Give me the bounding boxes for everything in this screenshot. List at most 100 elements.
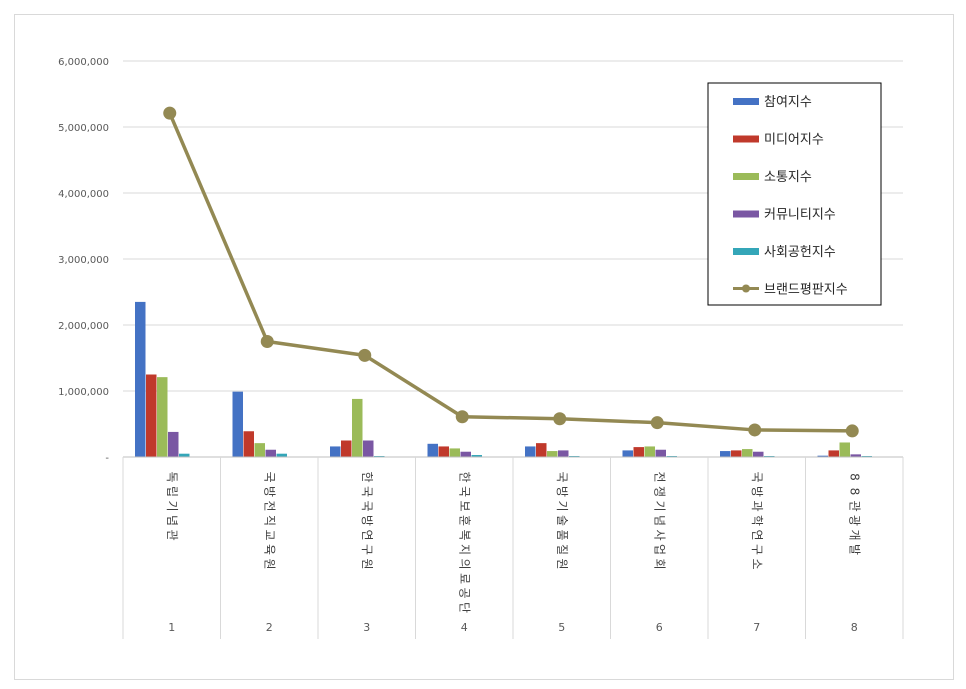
category-name-char: 원: [262, 558, 276, 569]
category-name-char: 국: [555, 471, 569, 482]
y-tick-label: 2,000,000: [58, 321, 109, 332]
y-tick-label: 6,000,000: [58, 57, 109, 68]
bar-참여지수-8: [817, 455, 828, 457]
category-name-char: 구: [360, 544, 374, 555]
point-브랜드평판지수-4: [455, 410, 469, 424]
bar-소통지수-7: [742, 449, 753, 457]
y-tick-label: 4,000,000: [58, 189, 109, 200]
category-name-char: 술: [555, 515, 569, 526]
category-name-char: 8: [847, 488, 861, 496]
x-tick-label: 7: [753, 621, 760, 634]
category-name-char: 질: [555, 544, 569, 555]
category-name-char: 공: [457, 587, 471, 598]
category-name-char: 쟁: [652, 486, 666, 497]
category-name-char: 육: [262, 544, 276, 555]
bar-소통지수-5: [547, 451, 558, 457]
category-name-char: 방: [750, 486, 764, 497]
bar-소통지수-3: [352, 398, 363, 457]
point-브랜드평판지수-7: [748, 423, 762, 437]
category-name-char: 국: [360, 500, 374, 511]
category-name-char: 개: [847, 529, 861, 540]
category-name-char: 구: [750, 544, 764, 555]
y-tick-label: 1,000,000: [58, 387, 109, 398]
bar-커뮤니티지수-3: [363, 440, 374, 457]
bar-참여지수-1: [135, 301, 146, 457]
category-name-char: 국: [457, 486, 471, 497]
legend-swatch: [733, 98, 759, 105]
category-name-char: 과: [750, 500, 764, 511]
category-name-char: 료: [457, 573, 471, 584]
category-name-char: 전: [652, 471, 666, 482]
category-name-char: 국: [750, 471, 764, 482]
x-tick-label: 1: [168, 621, 175, 634]
category-name-char: 관: [847, 500, 861, 511]
chart-frame: - 1,000,000 2,000,000 3,000,000 4,000,000 5,0…: [14, 14, 954, 680]
category-name-char: 교: [262, 529, 276, 540]
bar-커뮤니티지수-2: [265, 449, 276, 457]
bar-참여지수-2: [232, 391, 243, 457]
category-name-char: 훈: [457, 515, 471, 526]
bar-사회공헌지수-1: [179, 453, 190, 457]
legend-swatch: [733, 135, 759, 143]
bar-참여지수-3: [330, 446, 341, 457]
point-브랜드평판지수-8: [845, 424, 859, 438]
bar-미디어지수-5: [536, 443, 547, 457]
legend-swatch: [733, 248, 759, 255]
x-tick-label: 6: [656, 621, 663, 634]
y-tick-label: -: [105, 453, 109, 464]
x-tick-label: 5: [558, 621, 565, 634]
category-name-char: 발: [847, 544, 861, 555]
category-name-char: 기: [652, 500, 666, 511]
bar-소통지수-6: [644, 446, 655, 457]
category-name-char: 방: [360, 515, 374, 526]
category-name-char: 8: [847, 473, 861, 481]
bar-사회공헌지수-4: [471, 455, 482, 457]
bar-소통지수-1: [157, 377, 168, 457]
legend-swatch-marker: [742, 284, 750, 293]
category-name-char: 지: [457, 544, 471, 555]
category-name-char: 원: [360, 558, 374, 569]
legend-entry: 미디어지수: [764, 133, 824, 148]
bar-참여지수-6: [622, 450, 633, 457]
bar-커뮤니티지수-4: [460, 451, 471, 457]
bar-미디어지수-4: [438, 446, 449, 457]
brand-reputation-chart: - 1,000,000 2,000,000 3,000,000 4,000,000 5,0…: [58, 57, 904, 639]
category-name-char: 업: [652, 544, 666, 555]
bar-미디어지수-3: [341, 440, 352, 457]
category-name-char: 단: [457, 602, 471, 613]
category-name-char: 소: [750, 558, 764, 569]
bar-커뮤니티지수-7: [753, 451, 764, 457]
point-브랜드평판지수-1: [163, 106, 177, 120]
bar-커뮤니티지수-8: [850, 454, 861, 457]
bar-소통지수-2: [254, 443, 265, 457]
x-tick-label: 4: [461, 621, 468, 634]
point-브랜드평판지수-2: [260, 335, 274, 348]
legend-entry: 커뮤니티지수: [764, 208, 836, 223]
legend-swatch: [733, 173, 759, 180]
category-name-char: 원: [555, 558, 569, 569]
bar-참여지수-5: [525, 446, 536, 457]
bar-소통지수-8: [839, 442, 850, 457]
category-name-char: 의: [457, 558, 471, 569]
legend-entry: 브랜드평판지수: [764, 283, 848, 298]
category-name-char: 국: [360, 486, 374, 497]
category-name-char: 직: [262, 515, 276, 526]
category-name-char: 독: [165, 471, 179, 482]
bar-참여지수-4: [427, 443, 438, 457]
category-name-char: 학: [750, 515, 764, 526]
category-name-char: 광: [847, 515, 861, 526]
bar-미디어지수-8: [828, 450, 839, 457]
x-tick-label: 8: [851, 621, 858, 634]
x-tick-label: 2: [266, 621, 273, 634]
point-브랜드평판지수-3: [358, 348, 372, 362]
legend-box: [707, 82, 882, 306]
legend-entry: 사회공헌지수: [764, 245, 836, 260]
bar-커뮤니티지수-1: [168, 431, 179, 457]
